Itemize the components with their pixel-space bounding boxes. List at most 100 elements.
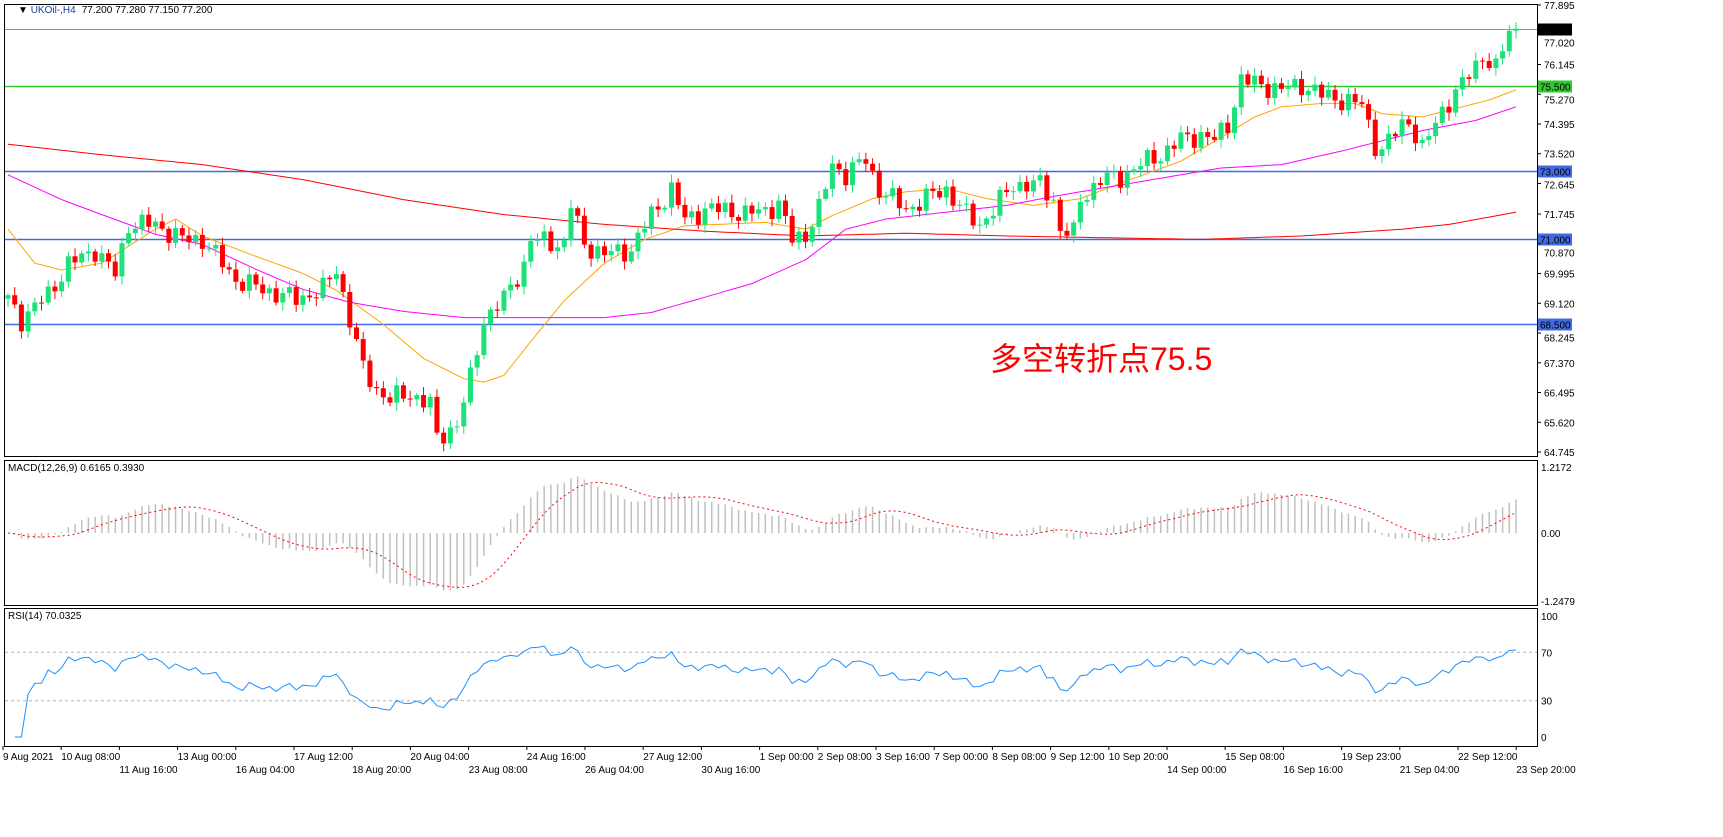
candle-body [1164, 145, 1170, 162]
time-tick-label: 26 Aug 04:00 [585, 765, 644, 776]
candle-body [990, 215, 996, 219]
candle-body [1479, 60, 1485, 62]
candle-body [474, 355, 480, 368]
candle-body [367, 360, 373, 387]
candle-body [260, 284, 266, 294]
candle-body [441, 432, 447, 444]
candle-body [809, 226, 815, 242]
candle-body [1111, 171, 1117, 173]
candle-body [99, 253, 105, 262]
candle-body [1017, 181, 1023, 192]
candle-body [1124, 172, 1130, 188]
macd-signal-line [7, 481, 1517, 588]
candle-body [675, 182, 681, 205]
time-tick-label: 2 Sep 08:00 [818, 752, 872, 763]
candle-body [1406, 119, 1412, 125]
candle-body [1097, 183, 1103, 185]
candle-body [106, 253, 112, 262]
candle-body [85, 251, 91, 254]
candle-body [588, 244, 594, 259]
candle-body [152, 221, 158, 227]
candle-body [1091, 183, 1097, 200]
candle-body [394, 385, 400, 403]
candle-body [1010, 191, 1016, 193]
price-pane[interactable] [4, 4, 1538, 457]
candle-body [890, 188, 896, 197]
candle-body [662, 207, 668, 210]
rsi-series [5, 645, 1537, 738]
candle-body [709, 203, 715, 209]
candle-body [876, 170, 882, 198]
symbol-dropdown[interactable]: ▼ UKOil-,H4 77.200 77.280 77.150 77.200 [18, 5, 213, 16]
candle-body [1144, 150, 1150, 167]
price-tick-label: 77.020 [1544, 39, 1575, 50]
candle-body [1439, 106, 1445, 123]
candle-body [963, 203, 969, 205]
candle-body [1292, 78, 1298, 88]
time-tick-label: 21 Sep 04:00 [1400, 765, 1460, 776]
candle-body [1238, 74, 1244, 108]
candle-body [856, 159, 862, 163]
candle-body [1205, 132, 1211, 137]
price-tick-label: 67.370 [1544, 359, 1575, 370]
candle-body [923, 188, 929, 211]
candle-body [702, 208, 708, 225]
candle-body [521, 261, 527, 287]
candle-body [360, 339, 366, 361]
candle-body [79, 253, 85, 263]
ohlc-values: 77.200 77.280 77.150 77.200 [82, 5, 213, 16]
candle-body [52, 286, 58, 292]
time-tick-label: 23 Sep 20:00 [1516, 765, 1576, 776]
candle-body [501, 290, 507, 311]
candle-body [219, 245, 225, 268]
candle-body [327, 277, 333, 280]
candle-body [45, 286, 51, 303]
candle-body [374, 386, 380, 389]
candle-body [843, 169, 849, 186]
candle-body [193, 235, 199, 243]
rsi-tick-label: 100 [1541, 612, 1558, 623]
level-label: 68.500 [1540, 321, 1571, 332]
candle-body [427, 396, 433, 408]
price-tick-label: 64.745 [1544, 448, 1575, 459]
candle-body [266, 288, 272, 294]
time-tick-label: 13 Aug 00:00 [178, 752, 237, 763]
price-tick-label: 74.395 [1544, 120, 1575, 131]
macd-pane[interactable] [4, 460, 1538, 606]
level-label-bg [1538, 23, 1572, 36]
candle-body [1158, 161, 1164, 164]
time-tick-label: 10 Aug 08:00 [61, 752, 120, 763]
candle-body [1185, 132, 1191, 135]
candle-body [1131, 169, 1137, 173]
candle-body [943, 186, 949, 198]
price-tick-label: 76.145 [1544, 60, 1575, 71]
time-tick-label: 30 Aug 16:00 [701, 765, 760, 776]
time-tick-label: 10 Sep 20:00 [1109, 752, 1169, 763]
candle-body [59, 281, 65, 292]
candle-body [1064, 230, 1070, 236]
price-tick-label: 69.995 [1544, 270, 1575, 281]
candle-body [1272, 83, 1278, 98]
candle-body [776, 200, 782, 219]
candle-body [615, 244, 621, 252]
candle-body [12, 295, 18, 305]
candle-body [937, 191, 943, 198]
candle-body [1024, 181, 1030, 192]
candle-body [494, 309, 500, 311]
rsi-pane[interactable] [4, 608, 1538, 747]
candle-body [742, 205, 748, 221]
candle-body [5, 295, 11, 299]
candle-body [762, 207, 768, 210]
triangle-down-icon[interactable]: ▼ [18, 5, 31, 16]
time-tick-label: 9 Sep 12:00 [1051, 752, 1105, 763]
time-tick-label: 16 Sep 16:00 [1283, 765, 1343, 776]
candle-body [1392, 133, 1398, 137]
level-label: 77.200 [1540, 26, 1571, 37]
candle-body [534, 239, 540, 241]
candle-body [1359, 102, 1365, 105]
time-tick-label: 22 Sep 12:00 [1458, 752, 1518, 763]
time-tick-label: 18 Aug 20:00 [352, 765, 411, 776]
price-tick-label: 66.495 [1544, 389, 1575, 400]
candle-body [119, 243, 125, 277]
candle-body [226, 267, 232, 270]
